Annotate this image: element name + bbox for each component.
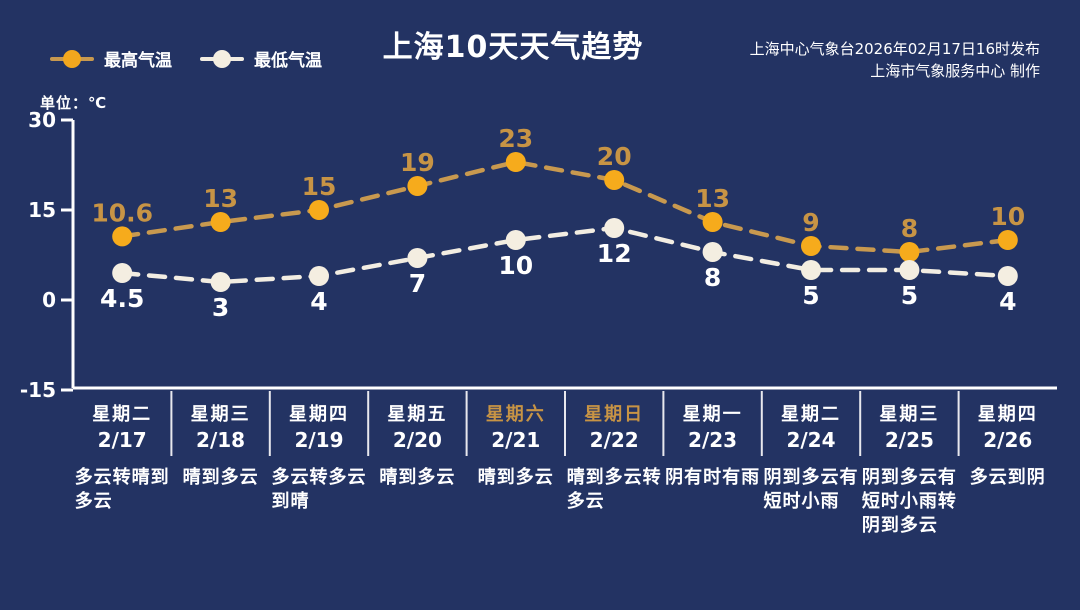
- data-point-marker: [210, 272, 231, 292]
- data-point-marker: [604, 170, 625, 190]
- data-point-marker: [702, 212, 723, 232]
- data-point-marker: [407, 176, 428, 196]
- data-point-label: 10: [990, 202, 1025, 231]
- data-point-marker: [604, 218, 625, 238]
- data-point-marker: [997, 266, 1018, 286]
- data-point-marker: [309, 266, 329, 286]
- data-point-label: 5: [802, 281, 819, 310]
- column-dividers: [170, 391, 960, 456]
- publisher-line1: 上海中心气象台2026年02月17日16时发布: [749, 40, 1040, 58]
- unit-label: 单位：℃: [40, 94, 108, 112]
- data-point-label: 15: [302, 172, 337, 201]
- data-point-marker: [801, 260, 821, 280]
- data-point-label: 12: [597, 239, 632, 268]
- data-point-marker: [899, 242, 920, 262]
- y-axis-tick-label: 30: [28, 108, 56, 132]
- data-point-marker: [899, 260, 920, 280]
- data-point-label: 4: [999, 287, 1016, 316]
- publisher-info: 上海中心气象台2026年02月17日16时发布 上海市气象服务中心 制作: [750, 38, 1040, 82]
- y-axis-tick-label: 15: [28, 198, 56, 222]
- data-point-marker: [505, 230, 526, 250]
- page-title: 上海10天天气趋势: [382, 30, 644, 65]
- data-point-label: 10.6: [91, 198, 153, 227]
- high-temp-marker-icon: [50, 49, 94, 68]
- y-axis-tick-label: -15: [20, 378, 56, 402]
- series-line: [119, 159, 1011, 255]
- data-point-marker: [309, 200, 329, 220]
- y-axis: 30 15 0 -15: [20, 108, 75, 402]
- data-point-label: 13: [203, 184, 238, 213]
- data-point-label: 4: [310, 287, 327, 316]
- series-line: [119, 225, 1011, 285]
- data-point-label: 8: [901, 214, 918, 243]
- data-point-label: 23: [498, 124, 533, 153]
- y-axis-tick-label: 0: [42, 288, 56, 312]
- data-point-marker: [407, 248, 428, 268]
- low-temp-series: 4.5 3 4 7 10 12 8 5 5 4: [100, 218, 1018, 322]
- data-point-label: 19: [400, 148, 435, 177]
- data-point-marker: [112, 226, 133, 247]
- data-point-marker: [801, 236, 821, 256]
- legend-label-high: 最高气温: [104, 51, 172, 71]
- data-point-label: 5: [901, 281, 918, 310]
- data-point-marker: [112, 263, 133, 283]
- legend-item-high: 最高气温: [50, 46, 172, 71]
- data-point-label: 20: [597, 142, 632, 171]
- publisher-line2: 上海市气象服务中心 制作: [870, 62, 1040, 80]
- data-point-label: 10: [498, 251, 533, 280]
- data-point-label: 8: [704, 263, 721, 292]
- data-point-marker: [210, 212, 231, 232]
- legend-label-low: 最低气温: [254, 51, 322, 71]
- high-temp-series: 10.6 13 15 19 23 20 13 9 8 10: [91, 124, 1025, 262]
- data-point-label: 3: [212, 293, 229, 322]
- chart-legend: 最高气温 最低气温: [50, 46, 322, 71]
- data-point-label: 4.5: [100, 284, 144, 313]
- data-point-label: 13: [695, 184, 730, 213]
- legend-item-low: 最低气温: [200, 46, 322, 71]
- data-point-label: 9: [802, 208, 819, 237]
- low-temp-marker-icon: [200, 49, 244, 68]
- data-point-marker: [702, 242, 723, 262]
- data-point-marker: [505, 152, 526, 172]
- data-point-marker: [997, 230, 1018, 250]
- data-point-label: 7: [409, 269, 426, 298]
